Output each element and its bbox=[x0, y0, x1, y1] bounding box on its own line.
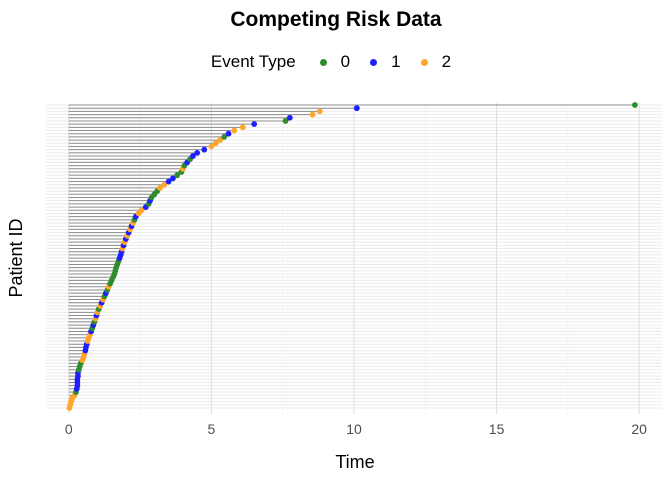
event-point-type-2 bbox=[316, 108, 323, 115]
event-point-type-2 bbox=[208, 143, 215, 150]
legend-label-2: 2 bbox=[441, 52, 452, 71]
event-point-type-1 bbox=[201, 146, 208, 153]
legend-label-1: 1 bbox=[391, 52, 401, 71]
event-point-type-0 bbox=[632, 102, 638, 108]
event-point-type-1 bbox=[353, 105, 360, 112]
x-axis-title: Time bbox=[335, 452, 374, 472]
x-tick-label: 5 bbox=[208, 421, 216, 437]
patient-segments bbox=[68, 104, 635, 409]
event-point-type-1 bbox=[165, 178, 172, 185]
legend-key-2 bbox=[420, 58, 428, 66]
legend-item-2: 2 bbox=[420, 52, 452, 72]
event-point-type-0 bbox=[221, 133, 228, 140]
event-point-type-1 bbox=[286, 114, 293, 121]
event-point-type-1 bbox=[225, 130, 232, 137]
event-point-type-2 bbox=[217, 137, 223, 143]
x-tick-label: 10 bbox=[346, 421, 362, 437]
legend-key-1 bbox=[370, 58, 378, 66]
event-points bbox=[66, 102, 638, 411]
legend-item-0: 0 bbox=[319, 52, 351, 72]
event-point-type-2 bbox=[157, 185, 163, 191]
event-point-type-1 bbox=[170, 175, 176, 182]
x-tick-label: 0 bbox=[65, 421, 73, 437]
event-point-type-2 bbox=[161, 181, 168, 188]
legend-key-0 bbox=[319, 58, 327, 66]
x-tick-label: 15 bbox=[489, 421, 505, 437]
event-point-type-1 bbox=[251, 121, 258, 128]
legend: Event Type 0 1 2 bbox=[0, 52, 672, 72]
legend-title: Event Type bbox=[210, 52, 296, 71]
event-point-type-2 bbox=[231, 127, 238, 134]
y-axis-title: Patient ID bbox=[6, 218, 26, 297]
x-tick-labels: 0 5 10 15 20 bbox=[65, 421, 647, 437]
chart-title: Competing Risk Data bbox=[230, 8, 442, 31]
legend-item-1: 1 bbox=[370, 52, 401, 72]
event-point-type-2 bbox=[309, 111, 316, 118]
event-point-type-2 bbox=[138, 207, 145, 214]
x-tick-label: 20 bbox=[631, 421, 647, 437]
event-point-type-0 bbox=[174, 172, 181, 179]
event-point-type-1 bbox=[189, 153, 196, 159]
event-point-type-1 bbox=[194, 149, 201, 156]
event-point-type-2 bbox=[212, 140, 219, 147]
legend-label-0: 0 bbox=[340, 52, 351, 71]
event-point-type-0 bbox=[282, 118, 289, 124]
event-point-type-2 bbox=[239, 124, 246, 131]
